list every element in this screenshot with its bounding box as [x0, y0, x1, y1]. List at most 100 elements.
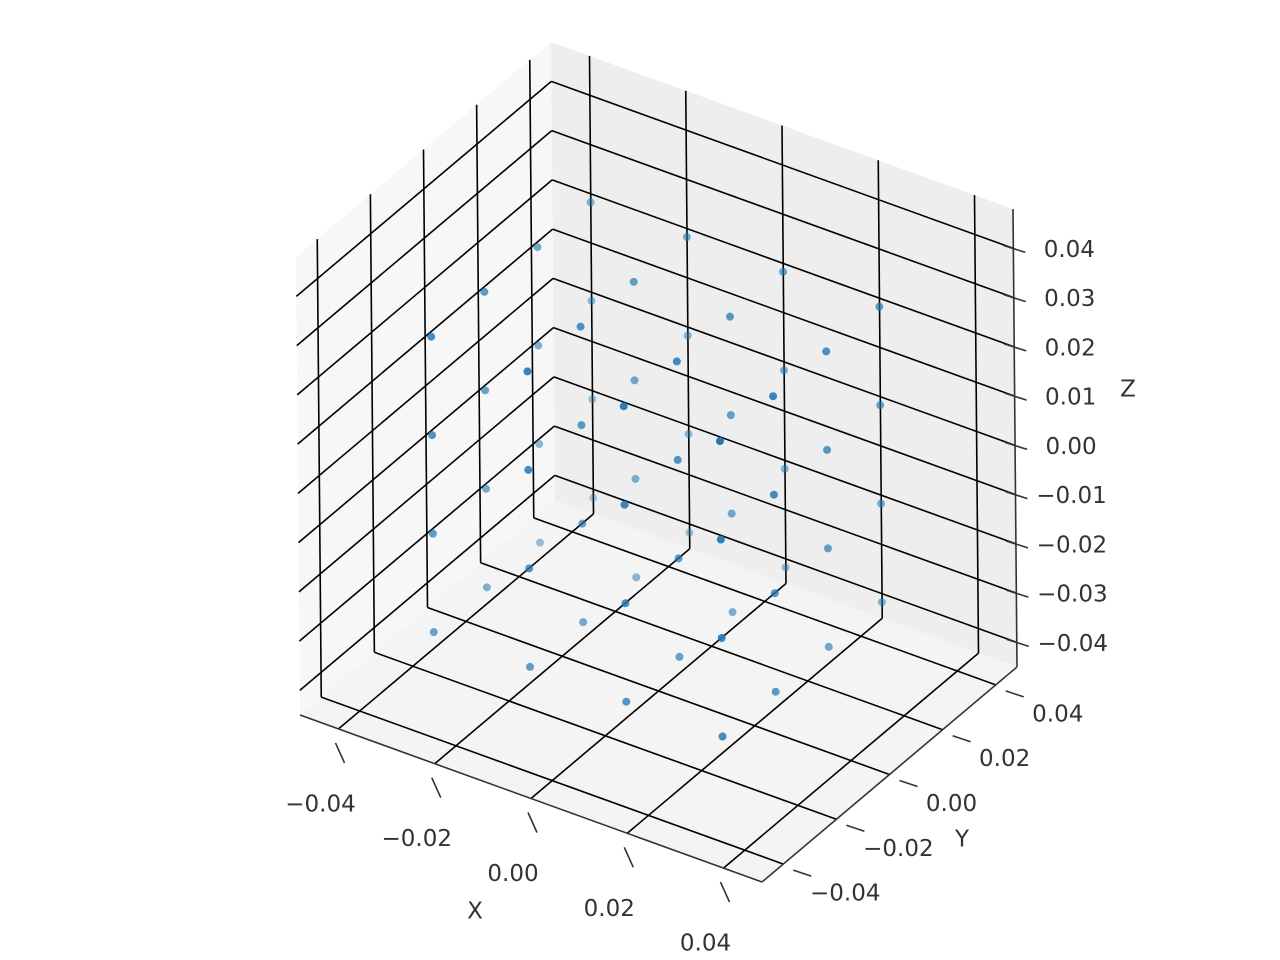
grid-line [554, 425, 1017, 594]
grid-line [552, 277, 1016, 447]
tick-mark [1005, 490, 1028, 500]
point [524, 465, 533, 474]
grid-line [684, 90, 691, 549]
tick-label: −0.02 [863, 836, 933, 862]
point [728, 608, 737, 617]
tick-mark [431, 777, 442, 799]
grid-line [297, 327, 555, 544]
point [717, 634, 726, 643]
point [779, 267, 788, 276]
grid-line [296, 130, 553, 347]
grid-line [528, 59, 535, 518]
grid-line [480, 561, 943, 731]
point [769, 490, 778, 499]
grid-line [588, 55, 595, 514]
point [427, 332, 436, 341]
point [577, 421, 586, 430]
grid-line [554, 474, 1018, 644]
point [823, 445, 832, 454]
tick-mark [334, 742, 346, 764]
tick-mark [623, 846, 634, 868]
point [716, 535, 725, 544]
grid-line [316, 239, 323, 698]
point [877, 499, 886, 508]
point [629, 277, 638, 286]
point [428, 529, 437, 538]
grid-line [422, 149, 429, 608]
point [672, 357, 681, 366]
tick-label: −0.04 [285, 791, 355, 817]
grid-line [553, 326, 1016, 496]
point [725, 312, 734, 321]
point [523, 367, 532, 376]
point [674, 554, 683, 563]
grid-line [877, 160, 884, 619]
point [779, 366, 788, 375]
grid-line [553, 376, 1017, 545]
point [632, 573, 641, 582]
point [675, 652, 684, 661]
tick-label: 0.04 [1032, 701, 1083, 727]
point [770, 589, 779, 598]
point [685, 528, 694, 537]
point [579, 618, 588, 627]
tick-label: 0.00 [926, 791, 977, 817]
grid-line [475, 104, 482, 563]
point [876, 401, 885, 410]
tick-label: 0.03 [1044, 286, 1095, 312]
point [589, 493, 598, 502]
grid-line [369, 194, 376, 653]
point [536, 538, 545, 547]
point [715, 437, 724, 446]
point [588, 395, 597, 404]
tick-label: 0.02 [1045, 335, 1096, 361]
tick-mark [1004, 392, 1027, 401]
point [525, 564, 534, 573]
grid-line [552, 228, 1015, 397]
tick-mark [1003, 343, 1027, 352]
grid-line [320, 696, 784, 865]
grid-line [297, 228, 554, 445]
tick-mark [1004, 441, 1028, 451]
point [576, 322, 585, 331]
point [877, 598, 886, 607]
point [429, 628, 438, 637]
tick-label: −0.04 [810, 881, 880, 907]
y-axis-label: Y [954, 827, 970, 853]
tick-mark [1006, 589, 1029, 598]
grid-line [781, 125, 787, 584]
tick-mark [1003, 293, 1027, 303]
tick-mark [1005, 540, 1029, 549]
point [630, 376, 639, 385]
tick-label: 0.01 [1045, 385, 1096, 411]
point [533, 243, 542, 252]
tick-label: 0.04 [680, 931, 731, 957]
point [824, 642, 833, 651]
point [771, 687, 780, 696]
point [481, 386, 490, 395]
tick-label: −0.04 [1038, 631, 1108, 657]
point [482, 583, 491, 592]
z-axis-line [1012, 208, 1018, 668]
point [619, 402, 628, 411]
grid-line [297, 277, 554, 494]
point [620, 500, 629, 509]
point [631, 474, 640, 483]
point [587, 296, 596, 305]
y-axis-line [761, 666, 1018, 883]
point [875, 302, 884, 311]
tick-label: 0.02 [979, 746, 1030, 772]
tick-label: −0.02 [382, 826, 452, 852]
grid-line [551, 179, 1015, 348]
point [684, 430, 693, 439]
point [534, 341, 543, 350]
tick-mark [952, 734, 971, 743]
point [780, 464, 789, 473]
point [769, 392, 778, 401]
tick-mark [1003, 244, 1026, 254]
point [578, 519, 587, 528]
tick-label: 0.02 [584, 896, 635, 922]
grid-line [551, 80, 1014, 250]
point [823, 544, 832, 553]
tick-mark [792, 869, 812, 877]
